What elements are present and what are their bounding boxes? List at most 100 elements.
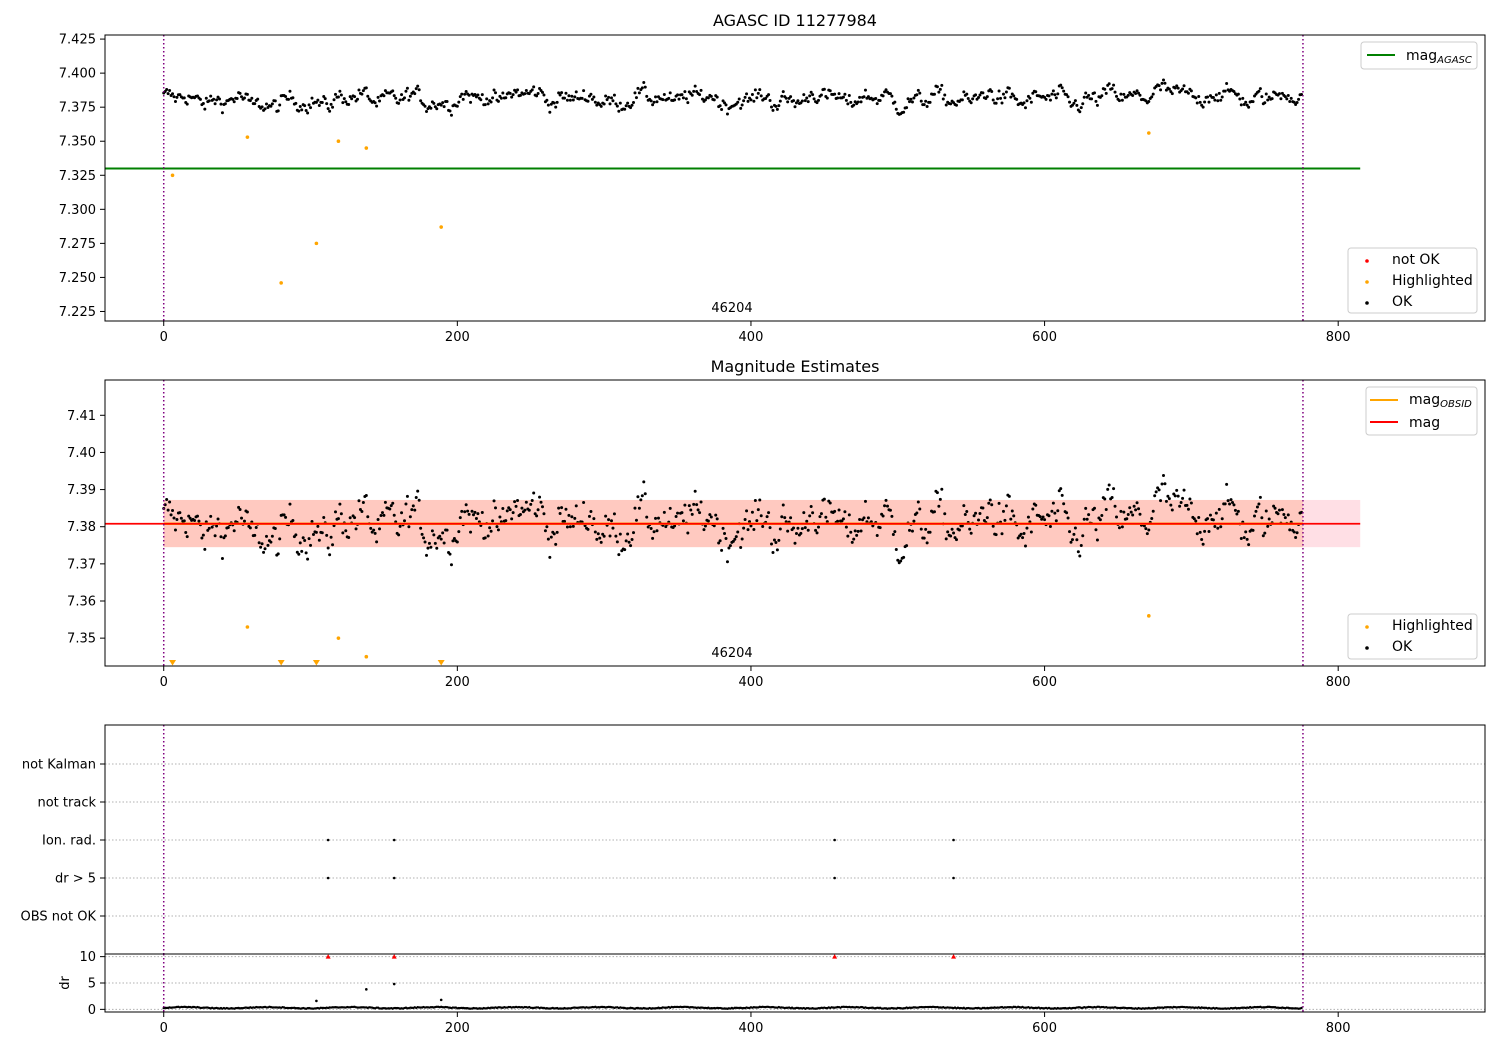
ok-point <box>173 528 177 532</box>
ok-point <box>341 101 345 105</box>
ok-point <box>1216 99 1220 103</box>
ok-point <box>1078 110 1082 114</box>
ok-point <box>563 96 567 100</box>
ok-point <box>809 505 813 509</box>
ok-point <box>496 99 500 103</box>
ok-point <box>687 504 691 508</box>
estimates-legend-points: Highlighted OK <box>1347 613 1478 660</box>
dr-x-tick-label: 600 <box>1032 1021 1057 1036</box>
ok-point <box>723 532 727 536</box>
ok-point <box>781 503 785 507</box>
ok-point <box>786 529 790 533</box>
ok-point <box>714 513 718 517</box>
ok-point <box>219 102 223 106</box>
ok-point <box>693 489 697 493</box>
ok-point <box>944 537 948 541</box>
ok-point <box>1050 92 1054 96</box>
ok-point <box>263 547 267 551</box>
ok-point <box>683 90 687 94</box>
ok-point <box>1267 95 1271 99</box>
ok-point <box>185 102 189 106</box>
ok-point <box>894 107 898 111</box>
ok-point <box>1053 511 1057 515</box>
ok-point <box>617 553 621 557</box>
ok-point <box>486 534 490 538</box>
ok-point <box>373 531 377 535</box>
ok-point <box>1095 103 1099 107</box>
ok-point <box>1065 93 1069 97</box>
estimates-panel: Magnitude Estimates 46204 7.357.367.377.… <box>67 357 1486 690</box>
ok-point <box>408 515 412 519</box>
ok-point <box>1244 530 1248 534</box>
ok-point <box>242 519 246 523</box>
ok-point <box>775 107 779 111</box>
ok-point <box>811 511 815 515</box>
ok-point <box>733 537 737 541</box>
ok-point <box>721 526 725 530</box>
ok-point <box>1009 517 1013 521</box>
ok-point <box>1277 92 1281 96</box>
ok-point <box>238 508 242 512</box>
ok-point <box>918 91 922 95</box>
ok-point <box>402 96 406 100</box>
ok-point <box>501 507 505 511</box>
ok-point <box>875 533 879 537</box>
ok-point <box>540 90 544 94</box>
ok-point <box>366 515 370 519</box>
ok-point <box>357 88 361 92</box>
ok-point <box>567 94 571 98</box>
ok-point <box>630 103 634 107</box>
ok-point <box>407 98 411 102</box>
ok-point <box>489 100 493 104</box>
ok-point <box>1047 94 1051 98</box>
ok-point <box>1239 103 1243 107</box>
ok-point <box>306 111 310 115</box>
ok-point <box>640 86 644 90</box>
ok-point <box>1164 499 1168 503</box>
ok-point <box>943 512 947 516</box>
ok-point <box>260 105 264 109</box>
ok-point <box>825 96 829 100</box>
ok-point <box>557 506 561 510</box>
ok-point <box>185 535 189 539</box>
ok-point <box>1229 498 1233 502</box>
ok-point <box>703 524 707 528</box>
ok-point <box>1004 90 1008 94</box>
ok-point <box>856 100 860 104</box>
ok-point <box>858 95 862 99</box>
ok-point <box>849 530 853 534</box>
ok-point <box>449 563 453 567</box>
ok-point <box>702 528 706 532</box>
ok-point <box>724 103 728 107</box>
ok-point <box>614 534 618 538</box>
ok-point <box>353 95 357 99</box>
ok-point <box>329 102 333 106</box>
ok-point <box>282 513 286 517</box>
ok-point <box>426 546 430 550</box>
ok-point <box>1150 95 1154 99</box>
ok-point <box>651 103 655 107</box>
ok-point <box>963 512 967 516</box>
ok-point <box>770 105 774 109</box>
ok-point <box>681 519 685 523</box>
ok-point <box>1195 532 1199 536</box>
ok-point <box>329 535 333 539</box>
agasc-x-tick-label: 600 <box>1032 330 1057 345</box>
ok-point <box>809 90 813 94</box>
ok-point <box>888 508 892 512</box>
ok-point <box>573 95 577 99</box>
ok-point <box>1145 532 1149 536</box>
flag-category-label: not track <box>37 796 96 811</box>
ok-point <box>690 93 694 97</box>
ok-point <box>799 531 803 535</box>
ok-point <box>796 99 800 103</box>
ok-point <box>919 99 923 103</box>
ok-point <box>987 501 991 505</box>
ok-point <box>1119 92 1123 96</box>
ok-point <box>565 98 569 102</box>
ok-point <box>1087 93 1091 97</box>
ok-point <box>548 555 552 559</box>
ok-point <box>171 508 175 512</box>
legend-highlighted-marker <box>1365 625 1369 629</box>
ok-point <box>742 99 746 103</box>
